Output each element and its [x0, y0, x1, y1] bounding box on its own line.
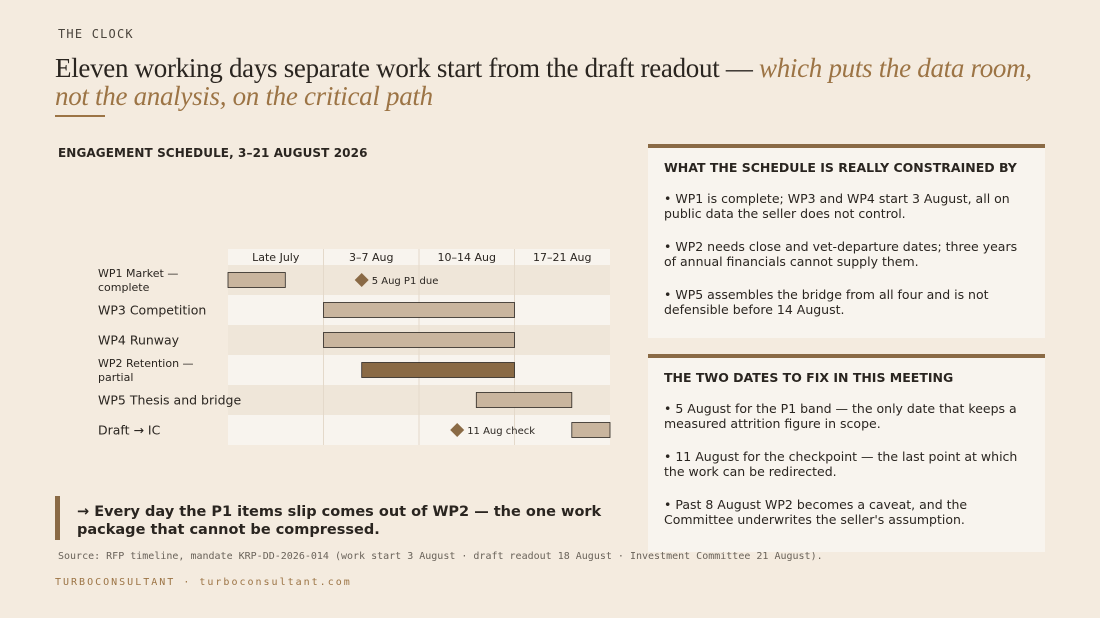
gantt-bar — [323, 302, 515, 318]
gantt-column-label: Late July — [252, 251, 300, 264]
gantt-column-label: 3–7 Aug — [349, 251, 393, 264]
gantt-row-label: WP4 Runway — [98, 333, 180, 348]
milestone-diamond — [354, 273, 369, 287]
constraints-item: WP1 is complete; WP3 and WP4 start 3 Aug… — [664, 191, 1029, 221]
gantt-row-label: WP2 Retention — — [98, 357, 194, 370]
headline: Eleven working days separate work start … — [55, 54, 1055, 110]
constraints-panel-title: WHAT THE SCHEDULE IS REALLY CONSTRAINED … — [664, 160, 1017, 175]
gantt-bar — [475, 392, 573, 408]
kicker: THE CLOCK — [58, 27, 134, 41]
dates-panel-title: THE TWO DATES TO FIX IN THIS MEETING — [664, 370, 954, 385]
gantt-bar — [323, 332, 515, 348]
milestone-label: 11 Aug check — [467, 426, 535, 437]
gantt-column-label: 10–14 Aug — [438, 251, 496, 264]
constraints-panel: WHAT THE SCHEDULE IS REALLY CONSTRAINED … — [648, 144, 1045, 338]
gantt-row-label: WP3 Competition — [98, 303, 206, 318]
dates-list: 5 August for the P1 band — the only date… — [664, 401, 1029, 527]
gantt-row-label: partial — [98, 371, 133, 384]
gantt-chart: Late July 3–7 Aug 10–14 Aug 17–21 Aug WP1 Ma… — [98, 249, 611, 445]
gantt-row-label: Draft → IC — [98, 423, 161, 438]
source-note: Source: RFP timeline, mandate KRP-DD-202… — [58, 551, 823, 562]
chart-title: ENGAGEMENT SCHEDULE, 3–21 AUGUST 2026 — [58, 146, 368, 160]
gantt-row-label: WP5 Thesis and bridge — [98, 393, 241, 408]
callout-text: → Every day the P1 items slip comes out … — [77, 504, 602, 538]
constraints-list: WP1 is complete; WP3 and WP4 start 3 Aug… — [664, 191, 1029, 317]
milestone-label: 5 Aug P1 due — [372, 276, 439, 287]
headline-accent: which puts the data room, not the analys… — [55, 53, 1032, 111]
constraints-item: WP5 assembles the bridge from all four a… — [664, 287, 1029, 317]
dates-item: Past 8 August WP2 becomes a caveat, and … — [664, 497, 1029, 527]
gantt-bar — [361, 362, 515, 378]
gantt-column-label: 17–21 Aug — [533, 251, 591, 264]
constraints-item: WP2 needs close and vet-departure dates;… — [664, 239, 1029, 269]
gantt-row-label: complete — [98, 281, 150, 294]
footer-brand: TURBOCONSULTANT · turboconsultant.com — [55, 577, 352, 588]
dates-panel: THE TWO DATES TO FIX IN THIS MEETING 5 A… — [648, 354, 1045, 552]
dates-item: 5 August for the P1 band — the only date… — [664, 401, 1029, 431]
gantt-row-label: WP1 Market — — [98, 267, 178, 280]
dates-item: 11 August for the checkpoint — the last … — [664, 449, 1029, 479]
headline-rule — [55, 115, 105, 117]
callout: → Every day the P1 items slip comes out … — [55, 496, 620, 540]
gantt-bar — [571, 422, 611, 438]
gantt-bar — [227, 272, 286, 288]
milestone-diamond — [450, 423, 465, 437]
headline-main: Eleven working days separate work start … — [55, 53, 760, 83]
